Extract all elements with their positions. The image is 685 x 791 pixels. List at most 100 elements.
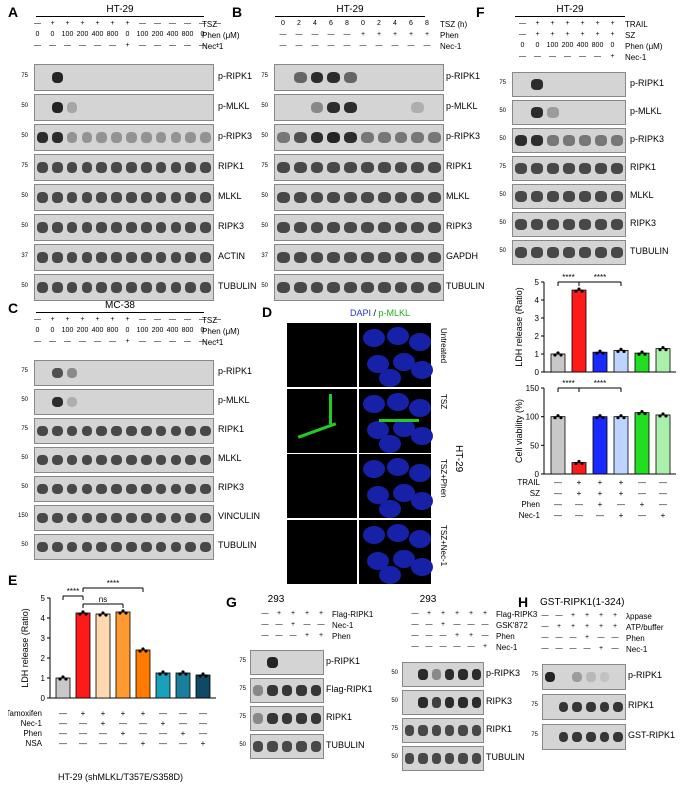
treatment-label: Flag-RIPK3: [496, 610, 538, 619]
condition-label-wrap: TSZ: [434, 388, 452, 452]
factor-mark: +: [660, 511, 666, 520]
blot-label: p-RIPK3: [486, 667, 521, 678]
band: [155, 162, 167, 173]
band: [394, 282, 408, 293]
mw-marker: 50: [21, 484, 28, 490]
band: [51, 282, 63, 293]
factor-mark: +: [121, 709, 126, 718]
band: [293, 282, 307, 293]
mw-marker: 50: [391, 697, 398, 704]
treatment-mark: 800: [106, 31, 119, 38]
nucleus: [379, 369, 401, 387]
band: [277, 132, 290, 143]
treatment-mark: +: [318, 632, 324, 639]
treatment-mark: +: [580, 20, 585, 27]
band: [344, 222, 357, 233]
blot-strip: [274, 244, 444, 271]
treatment-mark: —: [184, 20, 191, 27]
band: [51, 162, 63, 173]
y-axis-label: Cell viability (%): [514, 399, 524, 463]
treatment-mark: —: [541, 612, 549, 619]
bar: [115, 611, 131, 699]
blot-strip: [274, 124, 444, 151]
treatment-mark: —: [275, 632, 283, 639]
bar: [613, 416, 629, 475]
condition-label-wrap: Untreated: [434, 322, 452, 386]
band: [185, 454, 197, 466]
blot-strip: [250, 678, 324, 703]
treatment-mark: —: [343, 31, 351, 38]
treatment-mark: +: [95, 20, 100, 27]
treatment-mark: —: [34, 338, 41, 345]
treatment-label: Flag-RIPK1: [332, 610, 374, 619]
treatment-mark: 8: [425, 20, 429, 27]
band: [185, 192, 197, 203]
band: [344, 282, 357, 293]
treatment-mark: —: [169, 42, 176, 49]
treatment-mark: 0: [610, 42, 615, 49]
band: [428, 282, 441, 293]
treatment-mark: —: [139, 20, 146, 27]
band: [185, 132, 197, 143]
factor-mark: +: [121, 729, 126, 738]
band: [310, 222, 324, 233]
band: [377, 282, 391, 293]
data-point: [198, 674, 202, 678]
band: [611, 247, 623, 258]
blot-label: p-RIPK1: [628, 670, 663, 680]
treatment-mark: +: [584, 623, 590, 630]
treatment-mark: +: [360, 31, 366, 38]
y-tick-label: 1: [535, 350, 540, 359]
band: [155, 425, 167, 437]
treatment-mark: +: [598, 612, 604, 619]
treatment-label: Phen: [440, 31, 459, 40]
treatment-mark: —: [169, 20, 176, 27]
band: [344, 132, 357, 143]
treatment-mark: —: [583, 645, 591, 652]
factor-mark: —: [59, 729, 67, 738]
panel-g-left-title: 293: [267, 594, 285, 605]
factor-mark: —: [59, 719, 67, 728]
band: [170, 252, 182, 263]
nucleus: [367, 486, 389, 504]
nucleus: [393, 484, 415, 502]
band: [547, 163, 559, 174]
treatment-mark: 100: [61, 31, 74, 38]
blot-label: p-RIPK3: [446, 130, 481, 141]
band: [531, 219, 543, 230]
band: [111, 425, 122, 437]
blot-label: Flag-RIPK1: [326, 683, 373, 694]
band: [126, 282, 137, 293]
panel-f-factor-table: TRAIL — + + + — — SZ — + + + — — Phen — — + — + — Nec-1 — — — + — +: [500, 478, 685, 540]
treatment-mark: —: [439, 632, 447, 639]
band: [81, 512, 93, 524]
panel-c-letter: C: [8, 300, 19, 316]
band: [111, 512, 122, 524]
band: [611, 163, 623, 174]
band: [51, 512, 63, 524]
blot-strip: [542, 694, 626, 720]
treatment-mark: +: [580, 31, 585, 38]
band: [310, 282, 324, 293]
factor-label: NSA: [26, 739, 43, 748]
treatment-mark: —: [519, 20, 526, 27]
panel-h-blots: 75 p-RIPK1 75 RIPK1 75 GST-RIPK1: [520, 664, 684, 774]
mw-marker: 50: [239, 741, 246, 748]
blot-label: p-RIPK1: [326, 655, 361, 666]
blot-label: VINCULIN: [218, 511, 261, 521]
panel-f-ldh-chart: 0 1 2 3 4 5 LDH release (Ratio) **** ****: [514, 273, 676, 377]
treatment-mark: +: [570, 623, 576, 630]
condition-label: TSZ: [439, 393, 448, 409]
treatment-mark: —: [261, 610, 269, 617]
band: [170, 512, 182, 524]
data-point: [622, 416, 626, 420]
blot-label: p-MLKL: [218, 395, 250, 405]
panel-f-title: HT-29: [515, 4, 625, 17]
treatment-mark: —: [481, 621, 489, 628]
treatment-mark: —: [199, 316, 206, 323]
treatment-mark: 200: [151, 327, 164, 334]
mw-marker: 75: [239, 713, 246, 720]
band: [96, 512, 108, 524]
blot-strip: [274, 64, 444, 91]
band: [140, 252, 152, 263]
